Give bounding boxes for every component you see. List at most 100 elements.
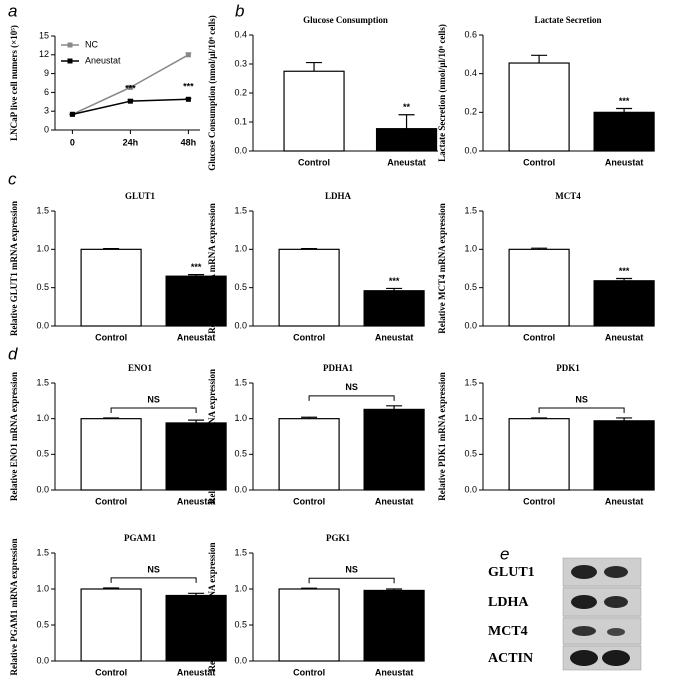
y-tick-label: 0.5 xyxy=(464,449,477,459)
x-tick-label: Control xyxy=(523,332,555,342)
y-axis-label: Relative MCT4 mRNA expression xyxy=(437,203,447,334)
y-tick-label: 0.5 xyxy=(234,282,247,292)
comparison-bracket xyxy=(308,577,395,584)
blot-band xyxy=(571,565,597,579)
x-tick-label: Aneustat xyxy=(605,496,644,506)
point xyxy=(185,52,191,58)
y-tick-label: 0.5 xyxy=(36,619,49,629)
y-tick-label: 0.0 xyxy=(464,320,477,330)
y-axis-label: Glucose Consumption (nmol/μl/10⁶ cells) xyxy=(207,15,217,171)
y-tick-label: 0.0 xyxy=(234,145,247,155)
bar xyxy=(593,111,655,152)
bar xyxy=(283,70,345,152)
y-tick-label: 1.5 xyxy=(36,205,49,215)
blot-band xyxy=(570,650,598,666)
y-tick-label: 0.6 xyxy=(464,29,477,39)
legend-marker xyxy=(67,42,73,48)
y-tick-label: 3 xyxy=(44,106,49,116)
significance: *** xyxy=(191,262,202,272)
chart-title: PDHA1 xyxy=(323,363,353,373)
significance: *** xyxy=(619,266,630,276)
y-tick-label: 1.0 xyxy=(464,413,477,423)
point xyxy=(185,96,191,102)
comparison-label: NS xyxy=(345,565,358,575)
x-tick-label: Aneustat xyxy=(375,667,414,677)
blot-row-label: GLUT1 xyxy=(488,565,535,580)
panel-label: d xyxy=(8,344,18,363)
panel-label: b xyxy=(235,1,244,20)
blot-band xyxy=(602,650,630,666)
y-tick-label: 1.5 xyxy=(234,547,247,557)
y-tick-label: 0.0 xyxy=(464,145,477,155)
chart-title: MCT4 xyxy=(555,191,581,201)
panel-label: c xyxy=(8,169,17,188)
bar xyxy=(375,128,438,152)
chart-title: Glucose Consumption xyxy=(303,15,388,25)
bar xyxy=(593,420,655,491)
y-tick-label: 1.5 xyxy=(234,205,247,215)
y-tick-label: 0.2 xyxy=(234,87,247,97)
comparison-bracket xyxy=(538,407,625,413)
y-tick-label: 0.4 xyxy=(464,68,477,78)
panel-label: a xyxy=(8,1,17,20)
x-tick-label: Control xyxy=(293,332,325,342)
bar xyxy=(508,418,570,491)
x-tick-label: Aneustat xyxy=(605,332,644,342)
blot-band xyxy=(572,626,596,636)
y-axis-label: Relative PGK1 mRNA expression xyxy=(207,542,217,671)
legend-label: NC xyxy=(85,39,98,49)
y-tick-label: 0.1 xyxy=(234,116,247,126)
x-tick-label: Control xyxy=(95,667,127,677)
y-tick-label: 1.0 xyxy=(36,583,49,593)
y-axis-label: Relative GLUT1 mRNA expression xyxy=(9,201,19,336)
blot-band xyxy=(604,596,628,608)
comparison-bracket xyxy=(308,395,395,401)
y-tick-label: 1.0 xyxy=(234,244,247,254)
chart-title: PGAM1 xyxy=(124,533,156,543)
y-tick-label: 9 xyxy=(44,68,49,78)
comparison-bracket xyxy=(110,577,197,583)
blot-row-label: ACTIN xyxy=(488,651,533,666)
bar xyxy=(363,290,425,327)
y-tick-label: 1.5 xyxy=(464,205,477,215)
bar xyxy=(165,275,227,327)
y-tick-label: 1.0 xyxy=(36,244,49,254)
y-tick-label: 0.2 xyxy=(464,107,477,117)
significance: *** xyxy=(125,84,136,94)
y-tick-label: 1.5 xyxy=(234,377,247,387)
x-tick-label: Control xyxy=(523,496,555,506)
x-tick-label: 24h xyxy=(123,137,139,147)
bar xyxy=(593,280,655,327)
y-tick-label: 0.0 xyxy=(36,320,49,330)
y-axis-label: LNCaP live cell numers (×10⁵) xyxy=(9,25,19,141)
y-tick-label: 0.0 xyxy=(464,484,477,494)
x-tick-label: Aneustat xyxy=(605,157,644,167)
bar xyxy=(363,589,425,662)
chart-title: Lactate Secretion xyxy=(534,15,601,25)
y-tick-label: 0.5 xyxy=(36,282,49,292)
x-tick-label: Aneustat xyxy=(177,496,216,506)
y-tick-label: 1.0 xyxy=(234,413,247,423)
western-blot: e GLUT1 LDHA MCT4 ACTIN xyxy=(488,544,642,671)
y-tick-label: 6 xyxy=(44,87,49,97)
y-axis-label: Relative PGAM1 mRNA expression xyxy=(9,538,19,675)
legend-marker xyxy=(67,58,73,64)
y-axis-label: Relative PDHA1 mRNA expression xyxy=(207,369,217,504)
y-tick-label: 1.5 xyxy=(36,547,49,557)
bar xyxy=(165,422,227,491)
y-tick-label: 1.0 xyxy=(36,413,49,423)
comparison-label: NS xyxy=(147,394,160,404)
y-tick-label: 0.5 xyxy=(36,449,49,459)
chart-title: PDK1 xyxy=(556,363,580,373)
y-tick-label: 1.5 xyxy=(464,377,477,387)
significance: *** xyxy=(183,82,194,92)
y-tick-label: 15 xyxy=(39,30,49,40)
point xyxy=(127,84,133,90)
blot-row-label: LDHA xyxy=(488,595,529,610)
y-tick-label: 1.0 xyxy=(464,244,477,254)
x-tick-label: Aneustat xyxy=(387,157,426,167)
bar xyxy=(278,588,340,662)
significance: ** xyxy=(403,102,411,112)
point xyxy=(127,98,133,104)
y-tick-label: 0.5 xyxy=(464,282,477,292)
